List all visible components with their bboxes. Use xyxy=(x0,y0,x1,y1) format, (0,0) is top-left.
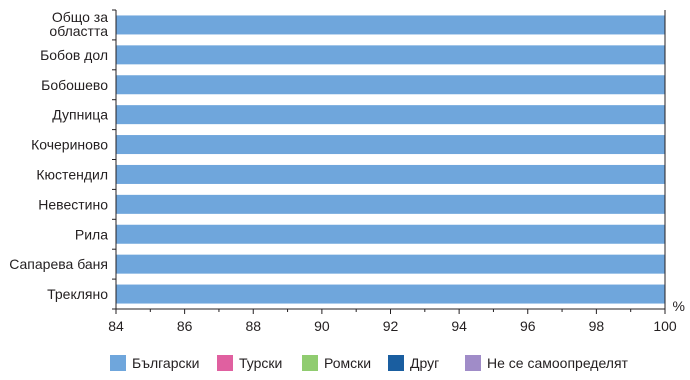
category-label: Дупница xyxy=(52,107,108,123)
category-label: Общо за областта xyxy=(49,9,108,39)
legend-label: Български xyxy=(132,355,200,371)
legend: Български Турски Ромски Друг Не се самоопред… xyxy=(0,352,690,374)
legend-item: Турски xyxy=(217,352,282,374)
legend-swatch xyxy=(465,355,481,371)
x-tick-label: 94 xyxy=(451,318,467,334)
legend-item: Друг xyxy=(388,352,439,374)
category-label: Бобошево xyxy=(41,77,108,93)
legend-item: Ромски xyxy=(302,352,371,374)
bar-segment xyxy=(116,224,665,244)
bar-segment xyxy=(116,105,665,125)
x-tick-label: 88 xyxy=(245,318,261,334)
category-label: Рила xyxy=(75,226,108,242)
category-label: Невестино xyxy=(38,196,108,212)
x-tick-label: 84 xyxy=(108,318,124,334)
legend-item: Не се самоопределят xyxy=(465,352,628,374)
category-label: Кочериново xyxy=(31,137,108,153)
bar-segment xyxy=(116,135,665,155)
legend-swatch xyxy=(388,355,404,371)
legend-swatch xyxy=(302,355,318,371)
category-label: Кюстендил xyxy=(36,166,108,182)
bar-segment xyxy=(116,15,665,35)
legend-item: Български xyxy=(110,352,199,374)
category-label: Трекляно xyxy=(47,286,108,302)
x-tick-label: 86 xyxy=(177,318,193,334)
legend-swatch xyxy=(110,355,126,371)
legend-label: Не се самоопределят xyxy=(487,355,628,371)
bar-segment xyxy=(116,164,665,184)
bar-segment xyxy=(116,75,665,95)
legend-swatch xyxy=(217,355,233,371)
legend-label: Друг xyxy=(410,355,440,371)
category-label: Бобов дол xyxy=(40,47,108,63)
x-tick-label: 96 xyxy=(520,318,536,334)
category-label: Сапарева баня xyxy=(9,256,108,272)
bar-segment xyxy=(116,254,665,274)
x-tick-label: 90 xyxy=(314,318,330,334)
x-tick-label: 92 xyxy=(383,318,399,334)
legend-label: Ромски xyxy=(324,355,372,371)
bar-segment xyxy=(116,194,665,214)
chart-svg: 84 86 88 90 92 94 96 98 100 Общо за областта Бобов… xyxy=(9,9,685,334)
x-tick-label: 98 xyxy=(589,318,605,334)
x-unit-label: % xyxy=(673,298,685,314)
legend-label: Турски xyxy=(239,355,283,371)
bar-segment xyxy=(116,45,665,65)
x-tick-label: 100 xyxy=(653,318,677,334)
bar-segment xyxy=(116,284,665,304)
